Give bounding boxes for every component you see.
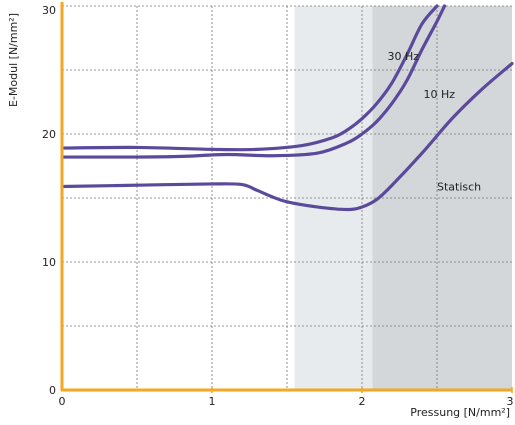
series-line-30-hz [60,4,439,152]
x-tick-label: 0 [59,395,66,408]
series-label: Statisch [437,180,481,193]
axes [60,2,513,393]
x-tick-label: 3 [507,395,514,408]
x-tick-label: 1 [209,395,216,408]
series-label: 30 Hz [388,50,420,63]
y-tick-label: 20 [42,128,56,141]
y-tick-label: 30 [42,4,56,17]
y-tick-label: 10 [42,256,56,269]
series-line-10-hz [60,4,447,159]
y-axis-label: E-Modul [N/mm²] [7,13,20,107]
series-line-statisch [60,62,514,212]
series-lines [60,4,514,212]
series-labels: 30 Hz 10 Hz Statisch [388,50,482,194]
x-tick-label: 2 [359,395,366,408]
y-tick-label: 0 [49,384,56,397]
series-label: 10 Hz [424,88,456,101]
grid-lines [62,5,512,390]
x-axis-label: Pressung [N/mm²] [410,406,510,419]
